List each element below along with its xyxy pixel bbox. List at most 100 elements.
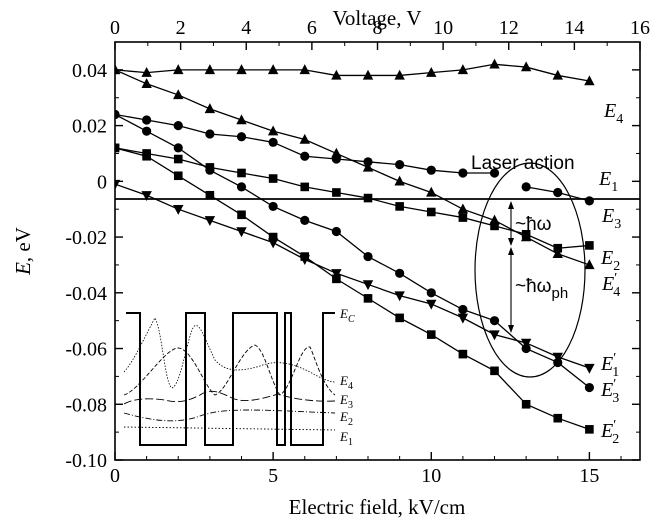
top-x-tick-label: 12 — [499, 17, 519, 39]
top-x-tick-label: 10 — [433, 17, 453, 39]
data-point — [236, 132, 247, 142]
data-point — [236, 227, 247, 238]
data-point — [267, 64, 279, 75]
data-point — [300, 151, 310, 161]
data-point — [205, 165, 215, 175]
data-point — [173, 64, 184, 75]
data-point — [300, 182, 310, 192]
data-point — [268, 201, 278, 212]
curve-label-base: E — [601, 273, 614, 295]
data-point — [426, 66, 437, 77]
series-e3-prime — [115, 109, 594, 393]
data-point — [426, 165, 436, 175]
series-group — [115, 58, 595, 434]
plot-frame — [114, 41, 641, 461]
curve-label-sub: 2 — [612, 432, 619, 447]
curve-label: E′ 2 — [600, 418, 619, 447]
level-e1 — [123, 426, 336, 431]
curve-label-base: E — [598, 168, 611, 190]
hbar-omega-label: ~ħω — [515, 214, 552, 235]
x-tick-label: 5 — [268, 465, 278, 487]
y-tick-label: -0.02 — [65, 227, 107, 249]
inset-label-sub: 4 — [348, 381, 353, 392]
series-line — [115, 147, 590, 430]
curve-label-base: E — [600, 247, 613, 269]
data-point — [362, 280, 374, 291]
hwph-arrowhead-top — [508, 247, 514, 255]
data-point — [362, 69, 374, 80]
series-e3 — [521, 182, 594, 206]
data-point — [521, 399, 531, 409]
data-point — [394, 291, 405, 302]
curve-label: E1 — [598, 168, 618, 195]
data-point — [363, 294, 373, 303]
y-tick-label: 0 — [97, 171, 107, 193]
data-point — [332, 188, 341, 197]
x-tick-label: 15 — [579, 465, 599, 487]
data-point — [458, 213, 468, 222]
data-point — [332, 274, 341, 284]
data-point — [141, 191, 152, 201]
inset-label-sub: 1 — [348, 437, 353, 448]
curve-label-base: E — [600, 353, 613, 375]
top-axis-title: Voltage, V — [332, 6, 421, 30]
data-point — [395, 202, 404, 211]
series-line — [115, 113, 590, 389]
curve-label-prime: ′ — [613, 351, 616, 366]
inset-label: E1 — [339, 429, 353, 448]
data-point — [299, 64, 310, 75]
wave-upper — [123, 344, 336, 396]
hbar-omega-ph-main: ~ħω — [515, 276, 552, 297]
wave-e4 — [123, 317, 336, 389]
data-point — [142, 115, 152, 125]
data-point — [584, 259, 595, 270]
inset-label-sub: C — [348, 314, 355, 325]
inset-label-sub: 3 — [348, 400, 353, 411]
data-point — [115, 179, 121, 190]
hbar-omega-ph-sub: ph — [552, 285, 569, 302]
data-point — [489, 168, 500, 178]
data-point — [300, 215, 310, 225]
data-point — [394, 69, 405, 80]
data-point — [205, 129, 215, 139]
wave-e2 — [123, 409, 336, 422]
data-point — [173, 143, 183, 153]
data-point — [115, 109, 120, 120]
series-e4-prime — [115, 64, 595, 270]
inset-label-sub: 2 — [348, 417, 353, 428]
data-point — [237, 210, 246, 220]
data-point — [204, 103, 216, 114]
data-point — [173, 89, 184, 100]
inset-label-base: E — [339, 306, 348, 321]
curve-label-base: E — [600, 420, 613, 442]
data-point — [585, 241, 594, 250]
curve-label-sub: 4 — [613, 285, 620, 300]
curve-label-sub: 3 — [614, 217, 621, 232]
data-point — [552, 248, 563, 258]
curve-label-prime: ′ — [613, 418, 616, 433]
series-line — [115, 69, 590, 266]
y-tick-label: -0.04 — [65, 283, 107, 305]
data-point — [142, 126, 152, 136]
curve-label-sub: 4 — [616, 112, 623, 127]
y-tick-label: -0.10 — [65, 450, 107, 472]
hw-arrowhead-top — [508, 201, 514, 209]
data-point — [584, 382, 594, 393]
laser-ellipse — [474, 162, 586, 378]
data-point — [489, 58, 500, 69]
data-point — [426, 207, 436, 217]
series-line — [115, 183, 590, 369]
y-tick-label: 0.02 — [72, 116, 107, 138]
data-point — [237, 168, 246, 178]
data-point — [520, 61, 532, 72]
top-x-tick-label: 8 — [373, 17, 383, 39]
data-point — [331, 226, 341, 237]
hw-arrowhead-bottom — [508, 238, 514, 246]
inset-label-base: E — [339, 373, 348, 388]
top-x-tick-label: 6 — [307, 17, 317, 39]
inset-label: E4 — [339, 373, 353, 392]
data-point — [395, 160, 405, 170]
